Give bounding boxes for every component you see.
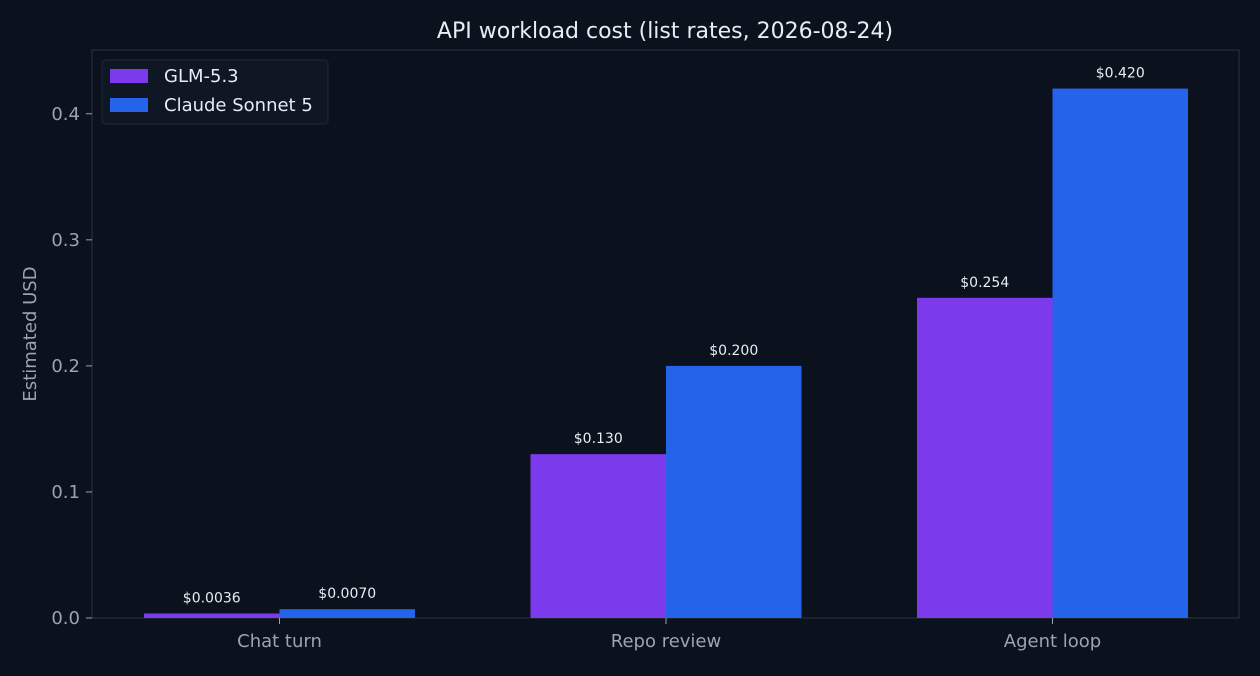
bar-data-label: $0.200 [709, 343, 758, 359]
bar-claude-chat-turn [279, 609, 415, 618]
bar-claude-agent-loop [1052, 88, 1188, 618]
x-tick-label: Chat turn [237, 631, 322, 652]
bar-glm-chat-turn [144, 613, 280, 618]
bar-glm-agent-loop [917, 297, 1053, 618]
legend-label-glm: GLM-5.3 [164, 66, 239, 87]
x-tick-label: Agent loop [1004, 631, 1101, 652]
bar-data-label: $0.420 [1096, 66, 1145, 82]
y-tick-label: 0.2 [51, 356, 80, 377]
bar-data-label: $0.0036 [183, 590, 241, 606]
bar-series-group [144, 88, 1188, 618]
x-tick-label: Repo review [611, 631, 721, 652]
bar-data-label: $0.254 [960, 275, 1009, 291]
bar-data-label: $0.0070 [318, 586, 376, 602]
y-tick-label: 0.3 [51, 230, 80, 251]
legend-swatch-glm [110, 69, 148, 83]
bar-glm-repo-review [530, 454, 666, 618]
data-labels-group: $0.0036 $0.0070 $0.130 $0.200 $0.254 $0.420 [183, 66, 1145, 607]
legend-swatch-claude [110, 98, 148, 112]
y-tick-label: 0.0 [51, 608, 80, 629]
chart-title: API workload cost (list rates, 2026-08-2… [437, 19, 893, 44]
bar-data-label: $0.130 [574, 431, 623, 447]
legend-label-claude: Claude Sonnet 5 [164, 95, 313, 116]
y-tick-label: 0.4 [51, 104, 80, 125]
x-axis: Chat turn Repo review Agent loop [237, 618, 1101, 652]
legend: GLM-5.3 Claude Sonnet 5 [101, 59, 329, 125]
bar-claude-repo-review [666, 365, 802, 618]
y-tick-label: 0.1 [51, 482, 80, 503]
y-axis: 0.0 0.1 0.2 0.3 0.4 [51, 104, 92, 629]
legend-box [101, 59, 329, 125]
y-axis-label: Estimated USD [20, 266, 41, 401]
